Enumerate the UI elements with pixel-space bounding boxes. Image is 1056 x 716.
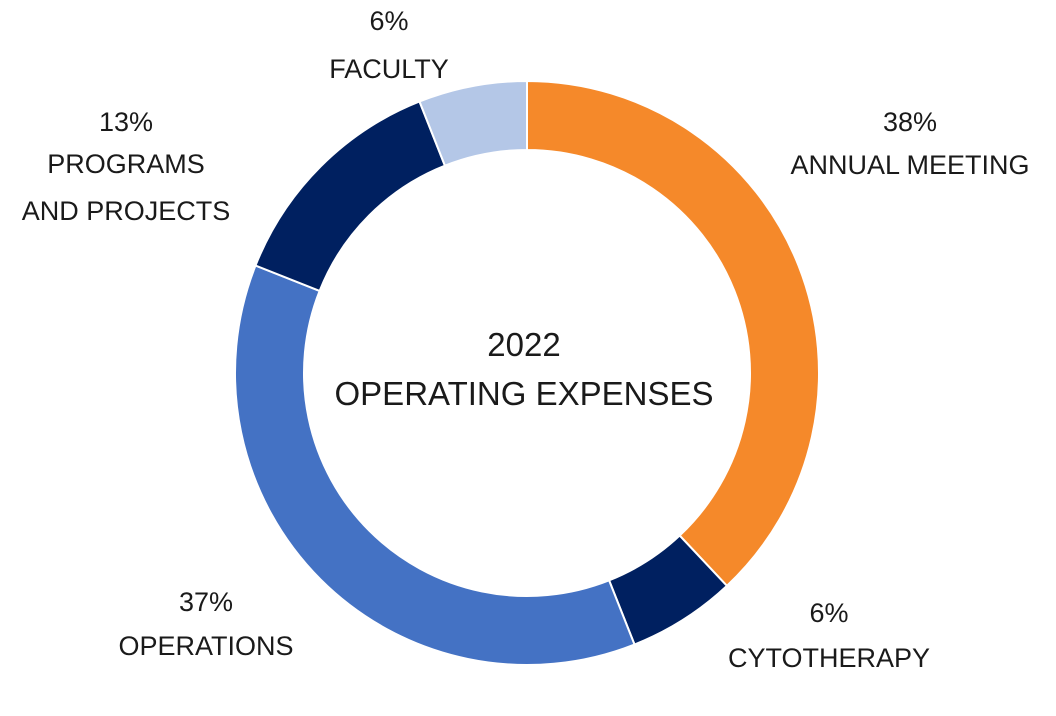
label-cytotherapy-value: 6% xyxy=(809,598,848,628)
donut-slices xyxy=(234,79,820,666)
label-operations-value: 37% xyxy=(179,587,233,617)
slice-programs-and-projects xyxy=(254,100,447,293)
label-programs-projects-name-line2: AND PROJECTS xyxy=(22,196,231,226)
label-faculty-name: FACULTY xyxy=(329,54,449,84)
label-annual-meeting: 38% ANNUAL MEETING xyxy=(790,107,1029,180)
slice-operations xyxy=(234,264,636,666)
label-cytotherapy: 6% CYTOTHERAPY xyxy=(728,598,930,673)
label-operations-name: OPERATIONS xyxy=(118,631,293,661)
center-title-year: 2022 xyxy=(487,326,560,363)
label-annual-meeting-value: 38% xyxy=(883,107,937,137)
center-title-text: OPERATING EXPENSES xyxy=(335,375,714,412)
label-programs-projects: 13% PROGRAMS AND PROJECTS xyxy=(22,107,231,226)
label-cytotherapy-name: CYTOTHERAPY xyxy=(728,643,930,673)
label-programs-projects-name-line1: PROGRAMS xyxy=(47,149,205,179)
label-annual-meeting-name: ANNUAL MEETING xyxy=(790,150,1029,180)
slice-annual-meeting xyxy=(526,79,820,588)
label-faculty: 6% FACULTY xyxy=(329,6,449,84)
label-operations: 37% OPERATIONS xyxy=(118,587,293,661)
label-programs-projects-value: 13% xyxy=(99,107,153,137)
label-faculty-value: 6% xyxy=(369,6,408,36)
slice-faculty xyxy=(418,79,528,167)
